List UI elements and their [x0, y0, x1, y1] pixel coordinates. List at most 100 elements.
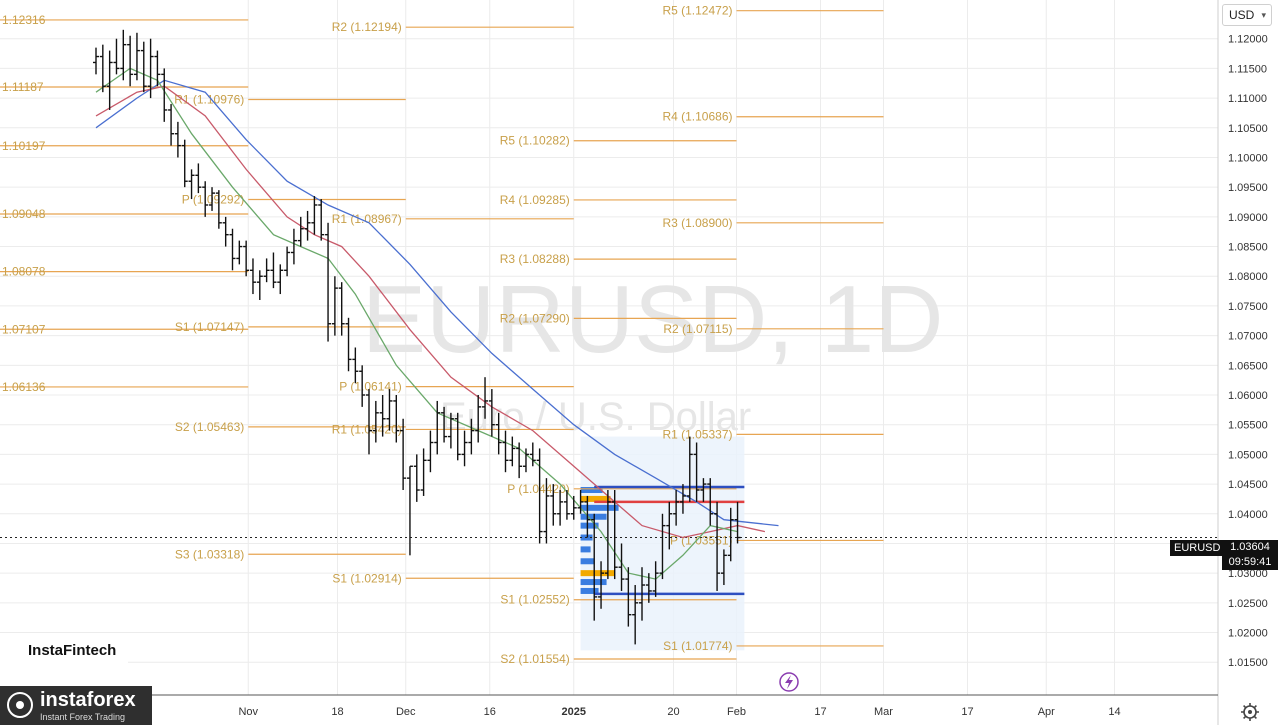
ohlc-bar — [686, 436, 693, 502]
profile-bar — [580, 546, 591, 553]
ohlc-bar — [413, 454, 420, 502]
ohlc-bar — [570, 495, 577, 520]
ohlc-bar — [311, 196, 318, 235]
ohlc-bar — [256, 270, 263, 300]
price-tick-label: 1.11000 — [1228, 93, 1267, 105]
pivot-label: 1.12316 — [2, 13, 46, 27]
pivot-label: R5 (1.12472) — [662, 4, 732, 18]
ohlc-bar — [598, 561, 605, 609]
ohlc-bar — [290, 228, 297, 265]
time-tick-label: 18 — [331, 706, 343, 718]
price-tick-label: 1.03000 — [1228, 568, 1268, 580]
ohlc-bar — [174, 121, 181, 158]
instaforex-brand: instaforex Instant Forex Trading — [0, 686, 152, 725]
pivot-label: 1.07107 — [2, 322, 46, 336]
ohlc-bar — [577, 490, 584, 514]
ohlc-bar — [645, 573, 652, 603]
ohlc-bar — [106, 50, 113, 110]
pivot-label: R3 (1.08288) — [500, 252, 570, 266]
ohlc-bar — [195, 163, 202, 194]
pivot-label: P (1.06141) — [339, 380, 402, 394]
profile-bar — [580, 487, 603, 494]
ohlc-bar — [563, 490, 570, 520]
ohlc-bar — [338, 282, 345, 336]
moving-average-line — [95, 79, 779, 527]
time-tick-label: 2025 — [562, 706, 586, 718]
pivot-label: S3 (1.03318) — [175, 547, 244, 561]
profile-bar — [580, 570, 615, 577]
time-tick-label: 16 — [484, 706, 496, 718]
lightning-icon[interactable] — [779, 672, 799, 692]
price-bars — [93, 29, 741, 645]
price-tick-label: 1.06500 — [1228, 360, 1268, 372]
ohlc-bar — [652, 561, 659, 597]
pivot-label: R3 (1.08900) — [662, 216, 732, 230]
currency-selector[interactable]: USD ▾ — [1222, 4, 1272, 26]
ohlc-bar — [659, 513, 666, 580]
ohlc-bar — [734, 501, 741, 544]
price-axis: 1.12000 1.11500 1.11000 1.10500 1.10000 1.095… — [1228, 34, 1268, 669]
profile-bar — [580, 504, 619, 511]
currency-label: USD — [1229, 8, 1255, 22]
ohlc-bar — [625, 567, 632, 627]
ohlc-bar — [133, 32, 140, 81]
price-tick-label: 1.08000 — [1228, 271, 1268, 283]
ohlc-bar — [147, 38, 154, 99]
pivot-label: R2 (1.12194) — [332, 20, 402, 34]
ohlc-bar — [604, 490, 611, 580]
ohlc-bar — [700, 478, 707, 502]
time-tick-label: Nov — [238, 706, 258, 718]
time-tick-label: 14 — [1108, 706, 1120, 718]
profile-bar — [580, 495, 611, 502]
pivot-label: S1 (1.07147) — [175, 320, 244, 334]
ohlc-bar — [516, 442, 523, 479]
pivot-label: P (1.09292) — [182, 193, 245, 207]
ohlc-bar — [475, 395, 482, 443]
ohlc-bar — [325, 222, 332, 342]
pivot-label: S2 (1.05463) — [175, 420, 244, 434]
pivot-label: 1.08078 — [2, 265, 46, 279]
ohlc-bar — [161, 68, 168, 122]
price-tick-label: 1.01500 — [1228, 657, 1268, 669]
pivot-label: 1.11187 — [2, 80, 44, 94]
brand-tagline: Instant Forex Trading — [40, 712, 126, 722]
price-tick-label: 1.06000 — [1228, 390, 1268, 402]
ohlc-bar — [277, 264, 284, 295]
watermark-title: EURUSD, 1D — [362, 266, 943, 373]
ohlc-bar — [447, 412, 454, 449]
ohlc-bar — [331, 276, 338, 336]
ohlc-bar — [113, 38, 120, 75]
ohlc-bar — [632, 585, 639, 645]
pivot-levels: 1.12316 1.11187 1.10197 1.09048 1.08078 1.071… — [0, 4, 884, 666]
gear-icon[interactable] — [1239, 701, 1261, 723]
ohlc-bar — [372, 400, 379, 443]
ohlc-bar — [611, 490, 618, 580]
ohlc-bar — [714, 501, 721, 591]
ohlc-bar — [318, 199, 325, 241]
ohlc-bar — [297, 216, 304, 247]
ohlc-bar — [557, 490, 564, 526]
instaforex-logo-icon — [7, 692, 33, 718]
ohlc-bar — [727, 507, 734, 562]
profile-bar — [580, 522, 599, 529]
pivot-label: R4 (1.09285) — [500, 193, 570, 207]
ohlc-bar — [522, 448, 529, 473]
price-tick-label: 1.04500 — [1228, 479, 1268, 491]
ohlc-bar — [618, 543, 625, 591]
pivot-label: R1 (1.10976) — [174, 93, 244, 107]
price-tick-label: 1.12000 — [1228, 34, 1268, 46]
ohlc-bar — [406, 465, 413, 556]
ohlc-bar — [304, 210, 311, 241]
ohlc-bar — [720, 549, 727, 586]
ohlc-bar — [154, 50, 161, 87]
pivot-label: 1.10197 — [2, 139, 46, 153]
pivot-label: R4 (1.10686) — [662, 110, 732, 124]
ohlc-bar — [379, 395, 386, 437]
ohlc-bar — [550, 484, 557, 526]
ohlc-bar — [127, 35, 134, 87]
ohlc-bar — [222, 216, 229, 247]
ohlc-bar — [584, 495, 591, 538]
ohlc-bar — [454, 412, 461, 461]
time-axis: Nov 18 Dec 16 2025 20 Feb 17 Mar 17 Apr 14 — [238, 706, 1120, 718]
